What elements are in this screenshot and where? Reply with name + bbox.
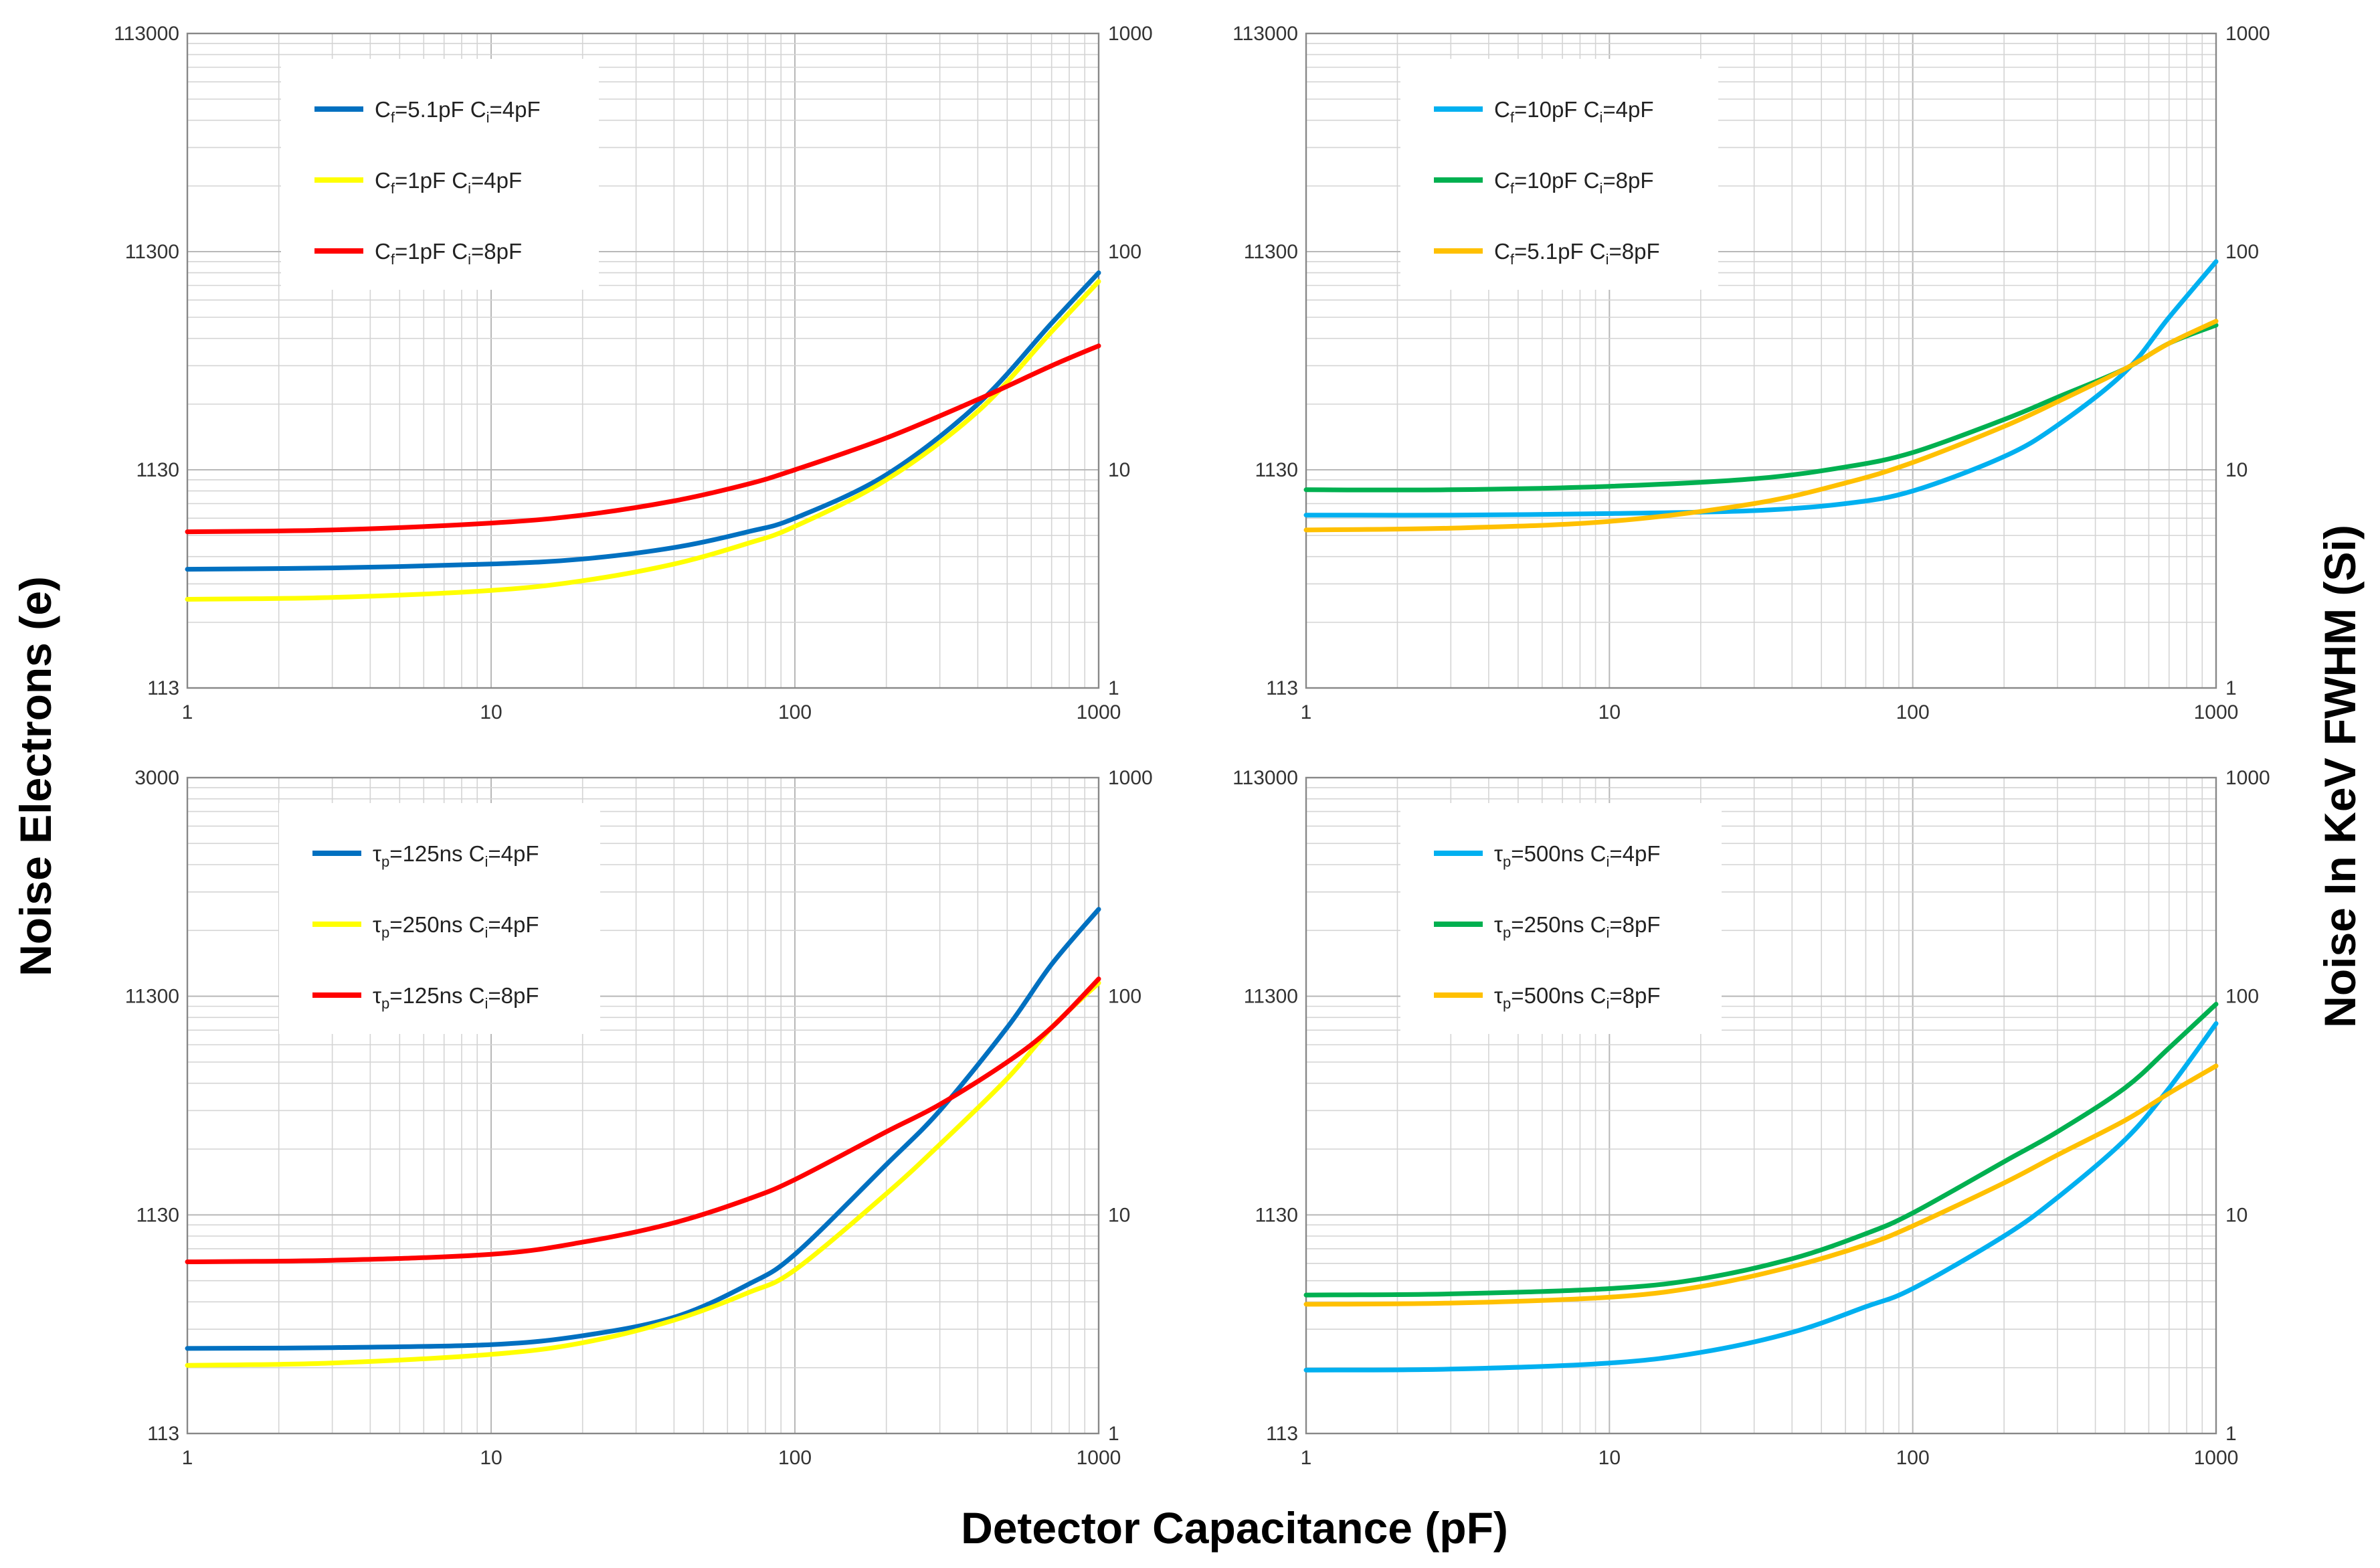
- right-tick-label: 1000: [2225, 767, 2270, 789]
- left-tick-label: 1130: [1255, 1204, 1298, 1226]
- left-tick-label: 113000: [1232, 767, 1298, 789]
- legend-label-3: τp​=125ns Ci​=8pF: [373, 983, 539, 1012]
- left-tick-label: 113: [147, 677, 179, 699]
- x-tick-label: 1: [1301, 701, 1312, 723]
- right-tick-label: 100: [2225, 241, 2259, 263]
- x-tick-label: 10: [480, 1447, 502, 1469]
- x-tick-label: 10: [1598, 701, 1621, 723]
- y-axis-title-left: Noise Electrons (e): [11, 576, 60, 976]
- legend-label-3: τp​=500ns Ci​=8pF: [1494, 983, 1661, 1012]
- plot-frame: [1305, 32, 2217, 689]
- legend: Cf​=10pF Ci​=4pF Cf​=10pF Ci​=8pF Cf​=5.1p…: [1400, 59, 1718, 290]
- legend-label-3: Cf​=5.1pF Ci​=8pF: [1494, 239, 1660, 268]
- x-tick-label: 1: [1301, 1447, 1312, 1469]
- series-line-1: [185, 907, 1101, 1351]
- series-line-2: [185, 279, 1101, 602]
- right-tick-label: 100: [1108, 241, 1141, 263]
- left-tick-label: 113: [147, 1423, 179, 1445]
- right-tick-label: 1: [2225, 677, 2237, 699]
- legend: τp​=125ns Ci​=4pF τp​=250ns Ci​=4pF τp​=12…: [279, 803, 600, 1034]
- x-tick-label: 100: [1896, 1447, 1930, 1469]
- x-tick-label: 10: [1598, 1447, 1621, 1469]
- right-tick-label: 1000: [1108, 23, 1153, 45]
- series-line-3: [1303, 319, 2219, 533]
- legend-label-3: Cf​=1pF Ci​=8pF: [375, 239, 522, 268]
- series-line-3: [1303, 1063, 2219, 1307]
- left-tick-label: 113000: [114, 23, 179, 45]
- x-axis-title: Detector Capacitance (pF): [961, 1503, 1508, 1553]
- right-tick-label: 10: [1108, 1204, 1130, 1226]
- series-line-1: [185, 270, 1101, 572]
- left-tick-label: 11300: [125, 241, 179, 263]
- right-tick-label: 100: [2225, 986, 2259, 1008]
- legend-label-1: τp​=500ns Ci​=4pF: [1494, 841, 1661, 870]
- left-tick-label: 11300: [1244, 986, 1298, 1008]
- x-tick-label: 1000: [1077, 1447, 1121, 1469]
- right-tick-label: 10: [2225, 459, 2248, 481]
- series-line-3: [185, 976, 1101, 1264]
- x-tick-label: 100: [778, 701, 812, 723]
- left-tick-label: 11300: [125, 986, 179, 1008]
- legend-label-1: τp​=125ns Ci​=4pF: [373, 841, 539, 870]
- right-tick-label: 1: [1108, 1423, 1119, 1445]
- right-tick-label: 10: [2225, 1204, 2248, 1226]
- left-tick-label: 1130: [136, 459, 179, 481]
- series-line-2: [185, 980, 1101, 1368]
- series-line-3: [185, 343, 1101, 535]
- x-tick-label: 1000: [2194, 1447, 2239, 1469]
- left-tick-label: 3000: [134, 767, 179, 789]
- x-tick-label: 100: [1896, 701, 1930, 723]
- plot-frame: [1305, 776, 2217, 1435]
- series-line-1: [1303, 1021, 2219, 1373]
- left-tick-label: 1130: [136, 1204, 179, 1226]
- right-tick-label: 1: [2225, 1423, 2237, 1445]
- x-tick-label: 1000: [2194, 701, 2239, 723]
- x-tick-label: 1000: [1077, 701, 1121, 723]
- plot-frame: [186, 776, 1100, 1435]
- series-line-2: [1303, 1002, 2219, 1298]
- right-tick-label: 10: [1108, 459, 1130, 481]
- legend-label-2: τp​=250ns Ci​=4pF: [373, 912, 539, 941]
- plot-frame: [186, 32, 1100, 689]
- right-tick-label: 100: [1108, 986, 1141, 1008]
- legend-label-2: τp​=250ns Ci​=8pF: [1494, 912, 1661, 941]
- x-tick-label: 100: [778, 1447, 812, 1469]
- legend-label-2: Cf​=1pF Ci​=4pF: [375, 168, 522, 197]
- x-tick-label: 1: [182, 1447, 193, 1469]
- legend: τp​=500ns Ci​=4pF τp​=250ns Ci​=8pF τp​=50…: [1400, 803, 1722, 1034]
- legend: Cf​=5.1pF Ci​=4pF Cf​=1pF Ci​=4pF Cf​=1pF …: [281, 59, 599, 290]
- legend-label-1: Cf​=5.1pF Ci​=4pF: [375, 97, 541, 126]
- legend-label-1: Cf​=10pF Ci​=4pF: [1494, 97, 1654, 126]
- left-tick-label: 113: [1266, 1423, 1298, 1445]
- x-tick-label: 10: [480, 701, 502, 723]
- left-tick-label: 113: [1266, 677, 1298, 699]
- left-tick-label: 1130: [1255, 459, 1298, 481]
- right-tick-label: 1000: [1108, 767, 1153, 789]
- left-tick-label: 11300: [1244, 241, 1298, 263]
- right-tick-label: 1: [1108, 677, 1119, 699]
- right-tick-label: 1000: [2225, 23, 2270, 45]
- left-tick-label: 113000: [1232, 23, 1298, 45]
- chart-panel-3: 113111130101011300100100300010001000τp​=…: [125, 767, 1153, 1469]
- y-axis-title-right: Noise In KeV FWHM (Si): [2315, 525, 2365, 1028]
- legend-label-2: Cf​=10pF Ci​=8pF: [1494, 168, 1654, 197]
- x-tick-label: 1: [182, 701, 193, 723]
